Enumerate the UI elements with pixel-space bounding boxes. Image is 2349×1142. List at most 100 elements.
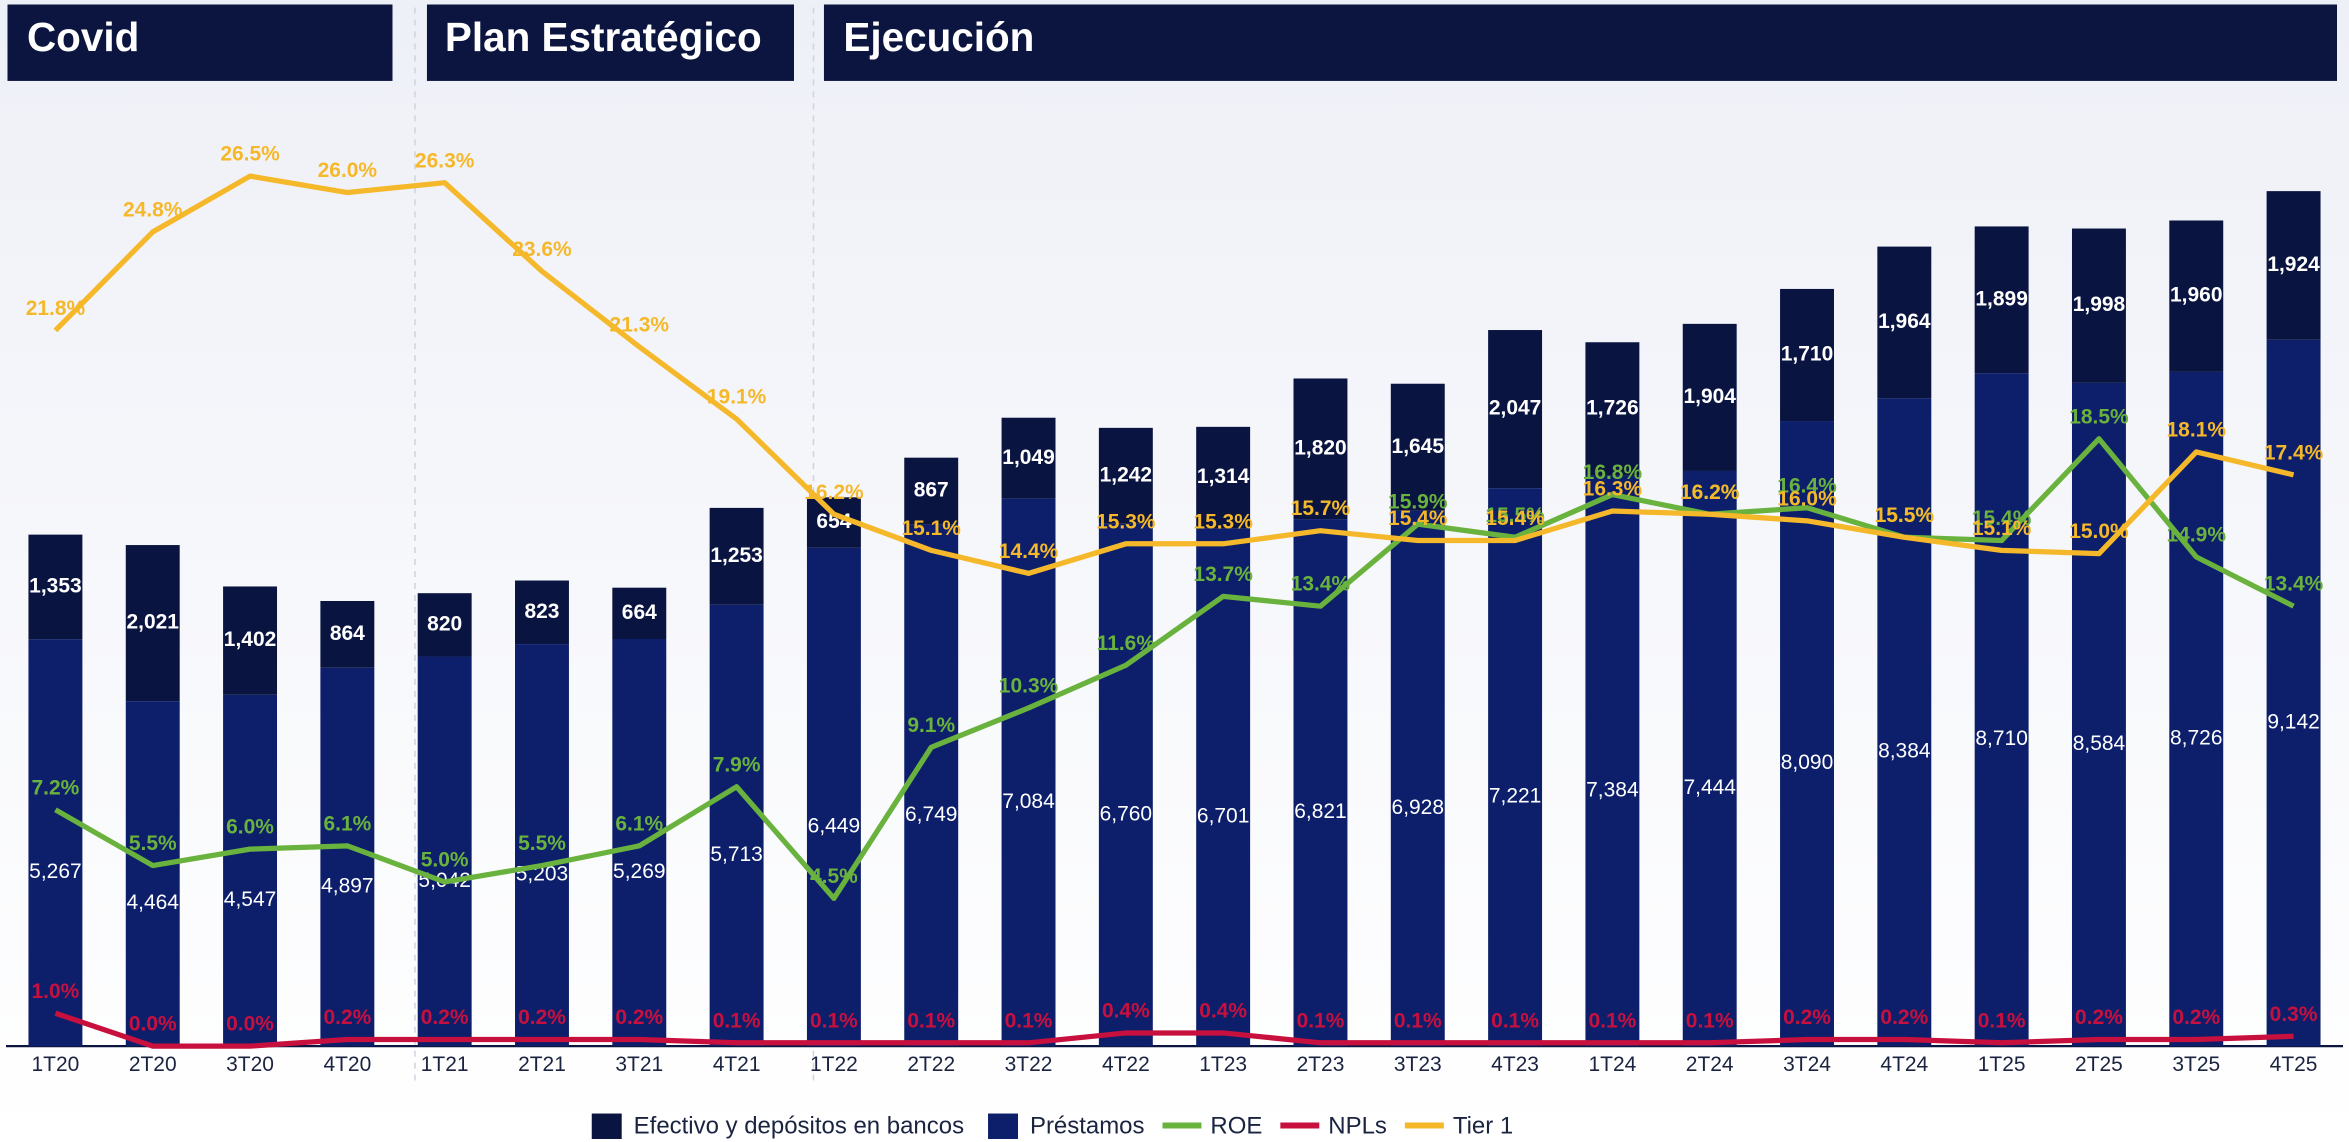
x-tick-label: 1T25 [1978,1053,2026,1076]
x-tick-label: 3T22 [1005,1053,1053,1076]
bar-segment [1390,510,1445,1047]
line-value-label: 7.2% [32,776,80,799]
line-value-label: 26.5% [220,143,280,166]
line-value-label: 19.1% [707,386,767,409]
line-value-label: 26.3% [415,149,475,172]
bar-segment [1293,519,1348,1047]
line-value-label: 16.2% [804,481,864,504]
bar-segment [1196,528,1251,1047]
bar-segment [1098,523,1153,1047]
bar-segment [2169,371,2224,1047]
bar-value-label: 7,444 [1683,776,1736,799]
bar-segment [417,593,472,657]
bar-value-label: 823 [524,600,559,623]
line-value-label: 15.3% [1096,510,1156,533]
bar-value-label: 5,269 [613,860,665,883]
line-value-label: 6.1% [615,812,663,835]
bar-segment [515,644,569,1047]
bar-segment [806,547,861,1047]
line-value-label: 10.3% [999,675,1059,698]
line-value-label: 15.0% [2069,520,2129,543]
line-value-label: 0.4% [1102,1000,1150,1023]
bar-value-label: 1,314 [1197,465,1250,488]
header-title: Covid [27,14,139,60]
line-value-label: 16.0% [1777,487,1837,510]
line-value-label: 14.9% [2167,524,2227,547]
x-tick-label: 1T23 [1199,1053,1247,1076]
line-value-label: 11.6% [1097,632,1156,655]
bar-value-label: 1,402 [224,628,276,651]
line-value-label: 0.1% [1491,1009,1539,1032]
bar-segment [1974,226,2029,374]
bar-value-label: 6,701 [1197,805,1249,828]
bar-value-label: 2,021 [127,611,180,634]
x-tick-label: 4T24 [1880,1053,1928,1076]
line-value-label: 5.5% [129,832,177,855]
line-value-label: 13.4% [1291,573,1351,596]
line-value-label: 0.3% [2270,1003,2318,1026]
bar-segment [2266,191,2321,340]
bar-segment [223,586,278,695]
bar-segment [125,545,180,702]
bar-segment [709,604,764,1047]
bar-value-label: 664 [622,601,657,624]
bar-value-label: 7,084 [1002,790,1055,813]
bar-value-label: 4,547 [224,888,276,911]
line-value-label: 0.2% [518,1006,566,1029]
bar-value-label: 1,820 [1294,436,1346,459]
x-tick-label: 2T24 [1686,1053,1734,1076]
bar-value-label: 5,267 [29,860,81,883]
x-tick-label: 2T20 [129,1053,177,1076]
line-value-label: 0.1% [1005,1009,1053,1032]
bar-segment [1098,427,1153,524]
x-tick-label: 3T21 [615,1053,663,1076]
x-tick-label: 4T21 [713,1053,761,1076]
bar-value-label: 867 [914,479,949,502]
line-value-label: 17.4% [2264,441,2324,464]
bar-segment [223,694,278,1047]
header-box [823,4,2338,81]
line-value-label: 0.1% [1589,1009,1637,1032]
bar-segment [709,507,764,605]
header-title: Ejecución [843,14,1034,60]
line-value-label: 0.2% [2172,1006,2220,1029]
line-value-label: 0.1% [1686,1009,1734,1032]
x-tick-label: 4T20 [323,1053,371,1076]
line-value-label: 16.2% [1680,481,1740,504]
bar-segment [1682,323,1737,471]
bar-value-label: 1,726 [1586,396,1638,419]
bar-value-label: 5,713 [710,843,762,866]
bar-segment [904,524,959,1047]
header-box [426,4,794,81]
line-value-label: 0.2% [323,1006,371,1029]
bar-value-label: 1,964 [1878,310,1931,333]
line-value-label: 24.8% [123,199,183,222]
line-value-label: 15.3% [1193,510,1253,533]
line-value-label: 18.1% [2167,418,2227,441]
x-tick-label: 4T22 [1102,1053,1150,1076]
bar-value-label: 1,904 [1683,385,1736,408]
x-tick-label: 2T21 [518,1053,566,1076]
bar-segment [1877,246,1932,399]
bar-segment [1390,383,1445,511]
line-value-label: 18.5% [2069,405,2129,428]
line-value-label: 21.3% [610,313,670,336]
bar-segment [1585,342,1640,476]
bar-segment [1585,475,1640,1047]
line-value-label: 16.4% [1777,474,1837,497]
line-value-label: 15.1% [1972,517,2032,540]
line-value-label: 0.2% [1880,1006,1928,1029]
x-tick-label: 4T23 [1491,1053,1539,1076]
bar-segment [1974,373,2029,1047]
bar-value-label: 6,821 [1294,800,1346,823]
bar-value-label: 1,645 [1392,435,1445,458]
bar-value-label: 1,960 [2170,284,2222,307]
legend-swatch [591,1113,622,1140]
bar-segment [612,587,667,640]
x-tick-label: 4T25 [2270,1053,2318,1076]
x-tick-label: 3T20 [226,1053,274,1076]
bar-value-label: 1,253 [710,544,762,567]
line-value-label: 15.7% [1291,497,1351,520]
x-tick-label: 1T21 [421,1053,469,1076]
